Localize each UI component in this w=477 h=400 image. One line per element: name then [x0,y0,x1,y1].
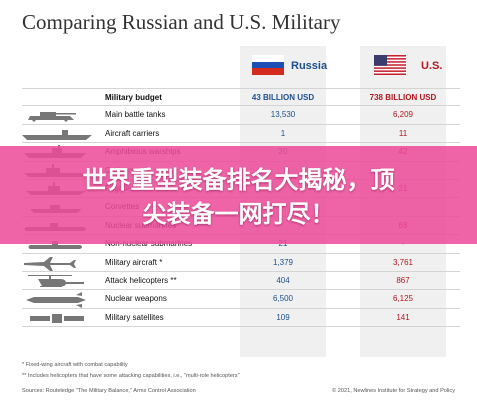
row-label: Nuclear weapons [105,294,167,304]
table-row: Nuclear weapons 6,500 6,125 [22,290,460,309]
footnote-aircraft: * Fixed-wing aircraft with combat capabi… [22,362,128,368]
promo-banner [0,146,477,244]
table-row: Military aircraft * 1,379 3,761 [22,254,460,272]
banner-line-2: 尖装备一网打尽！ [142,200,335,228]
row-label: Military budget [105,93,162,102]
footnote-helicopters: ** Includes helicopters that have some a… [22,373,240,379]
russia-value: 1,379 [272,257,294,267]
satellite-icon [30,313,84,323]
table-row: Main battle tanks 13,530 6,209 [22,106,460,125]
russia-flag-icon [252,55,284,75]
promo-banner-text: 世界重型装备排名大揭秘，顶 尖装备一网打尽！ [0,163,477,231]
russia-value: 404 [276,275,290,285]
russia-value: 1 [280,128,286,138]
russia-value: 109 [276,312,290,322]
military-aircraft-icon [24,256,76,271]
helicopter-icon [28,274,84,287]
table-row: Aircraft carriers 1 11 [22,125,460,144]
russia-value: 43 BILLION USD [251,93,315,102]
us-value: 11 [398,128,408,138]
row-label: Aircraft carriers [105,128,160,138]
us-flag-icon [374,55,406,75]
row-label: Military satellites [105,312,164,322]
us-value: 738 BILLION USD [369,93,437,102]
copyright-credit: © 2021, Newlines Institute for Strategy … [332,388,455,394]
row-label: Military aircraft * [105,257,163,267]
table-row: Attack helicopters ** 404 867 [22,272,460,291]
source-credit: Sources: Routeledge "The Military Balanc… [22,388,196,394]
nuclear-missile-icon [26,292,86,309]
tank-icon [28,112,76,122]
chart-title: Comparing Russian and U.S. Military [22,10,341,34]
russia-column-header: Russia [291,60,328,72]
aircraft-carrier-icon [22,129,92,140]
us-value: 6,125 [392,294,414,304]
us-value: 6,209 [392,110,414,120]
table-row: Military budget 43 BILLION USD 738 BILLION… [22,88,460,107]
us-value: 141 [396,312,410,322]
russia-value: 6,500 [272,294,294,304]
us-value: 3,761 [392,257,414,267]
row-label: Attack helicopters ** [105,275,177,285]
table-row: Military satellites 109 141 [22,309,460,328]
us-column-header: U.S. [421,60,443,72]
russia-value: 13,530 [270,110,296,120]
row-label: Main battle tanks [105,110,166,120]
banner-line-1: 世界重型装备排名大揭秘，顶 [82,166,395,194]
submarine-icon [28,241,82,250]
us-value: 867 [396,275,410,285]
